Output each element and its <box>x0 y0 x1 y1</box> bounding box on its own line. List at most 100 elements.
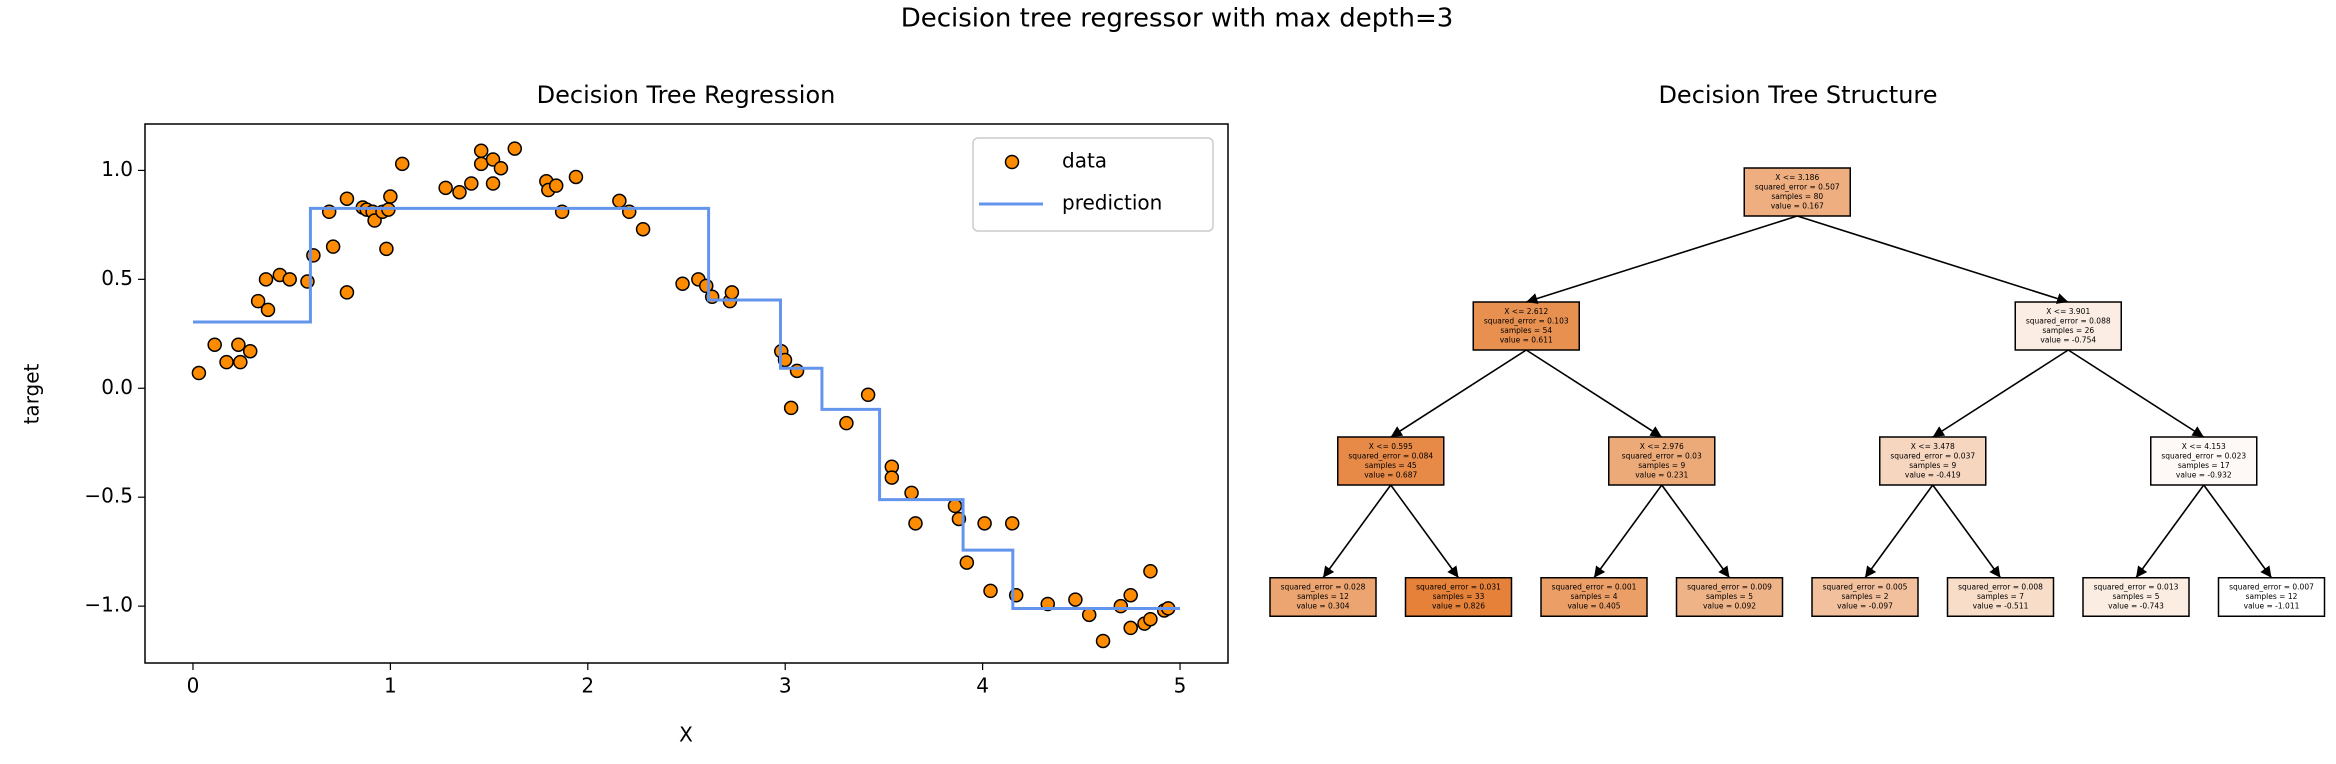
y-tick-label: 0.5 <box>101 266 133 290</box>
node-text: samples = 9 <box>1638 461 1685 470</box>
node-text: value = -0.419 <box>1905 470 1961 479</box>
y-tick-label: 0.0 <box>101 375 133 399</box>
tree-node <box>2150 436 2258 486</box>
tree-title: Decision Tree Structure <box>1658 81 1937 109</box>
tree-edge <box>1390 349 1527 438</box>
x-tick-label: 3 <box>779 674 792 698</box>
tree-node <box>1608 436 1716 486</box>
node-text: samples = 2 <box>1842 592 1889 601</box>
data-point <box>860 387 876 403</box>
node-text: squared_error = 0.037 <box>1890 451 1975 460</box>
chart-title: Decision Tree Regression <box>537 81 836 109</box>
node-text: squared_error = 0.103 <box>1484 316 1569 325</box>
data-point <box>306 248 321 263</box>
data-point <box>325 239 341 254</box>
tree-node <box>1472 301 1580 351</box>
y-axis-label: target <box>20 363 44 424</box>
node-text: samples = 45 <box>1365 461 1417 470</box>
node-text: samples = 17 <box>2178 461 2230 470</box>
data-point <box>1143 611 1158 627</box>
node-text: squared_error = 0.088 <box>2026 316 2111 325</box>
data-point <box>983 583 998 599</box>
node-text: samples = 26 <box>2042 326 2094 335</box>
x-tick-label: 0 <box>187 674 200 698</box>
data-point <box>783 400 799 416</box>
node-text: squared_error = 0.008 <box>1958 583 2043 592</box>
data-point <box>635 221 651 237</box>
node-text: squared_error = 0.001 <box>1552 583 1637 592</box>
data-point <box>207 337 222 352</box>
tree-edge <box>1661 484 1731 579</box>
data-point <box>379 241 394 257</box>
node-text: value = -0.097 <box>1837 602 1893 611</box>
tree-edge <box>1593 484 1663 579</box>
data-point <box>977 516 992 531</box>
node-text: samples = 5 <box>1706 592 1753 601</box>
data-point <box>884 470 900 485</box>
node-text: samples = 12 <box>1297 592 1349 601</box>
x-axis-label: X <box>679 723 693 747</box>
node-text: squared_error = 0.009 <box>1687 583 1772 592</box>
data-point <box>485 176 501 191</box>
node-text: value = 0.687 <box>1364 470 1417 479</box>
node-text: X <= 3.186 <box>1775 173 1819 182</box>
tree-node <box>1879 436 1987 486</box>
data-point <box>282 272 297 287</box>
data-point <box>612 193 627 209</box>
node-text: value = 0.231 <box>1635 470 1688 479</box>
node-text: value = 0.405 <box>1567 602 1620 611</box>
data-point <box>904 485 919 501</box>
data-point <box>473 143 489 159</box>
data-point <box>1081 607 1097 623</box>
node-text: samples = 7 <box>1977 592 2024 601</box>
legend-marker <box>1004 154 1020 170</box>
node-text: value = -0.743 <box>2108 602 2164 611</box>
data-point <box>493 160 509 176</box>
data-point <box>568 169 584 185</box>
node-text: X <= 2.976 <box>1640 442 1684 451</box>
x-tick-label: 1 <box>384 674 397 698</box>
tree-edge <box>1932 484 2002 579</box>
data-point <box>339 285 355 300</box>
node-text: samples = 33 <box>1433 592 1485 601</box>
tree-node <box>1946 577 2055 617</box>
data-point <box>394 156 410 172</box>
data-point <box>789 363 805 379</box>
x-tick-label: 5 <box>1174 674 1187 698</box>
data-point <box>947 498 963 514</box>
node-text: value = -1.011 <box>2244 602 2300 611</box>
node-text: X <= 0.595 <box>1369 442 1413 451</box>
node-text: squared_error = 0.007 <box>2229 583 2314 592</box>
tree-edge <box>1797 215 2069 304</box>
node-text: X <= 3.901 <box>2046 307 2090 316</box>
legend-label: prediction <box>1062 191 1162 215</box>
axes-frame <box>144 123 1229 664</box>
node-text: squared_error = 0.005 <box>1823 583 1908 592</box>
tree-edge <box>1864 484 1934 579</box>
node-text: value = 0.167 <box>1771 201 1824 210</box>
data-point <box>1143 564 1158 579</box>
data-point <box>260 302 276 318</box>
node-text: squared_error = 0.028 <box>1281 583 1366 592</box>
data-point <box>191 365 207 381</box>
data-point <box>1095 633 1111 649</box>
data-point <box>724 285 740 300</box>
node-text: squared_error = 0.031 <box>1416 583 1501 592</box>
node-text: samples = 4 <box>1571 592 1618 601</box>
prediction-line <box>192 206 1181 611</box>
data-point <box>675 276 690 291</box>
legend-label: data <box>1062 149 1107 173</box>
data-point <box>464 176 479 191</box>
node-text: samples = 80 <box>1771 192 1823 201</box>
data-point <box>438 180 453 196</box>
data-point <box>908 516 923 531</box>
node-text: value = 0.092 <box>1703 602 1756 611</box>
tree-edge <box>1932 349 2069 438</box>
tree-node <box>1404 577 1513 617</box>
y-tick-label: 1.0 <box>101 157 133 181</box>
tree-node <box>1337 436 1445 486</box>
data-point <box>1004 516 1020 531</box>
node-text: value = -0.511 <box>1973 602 2029 611</box>
tree-node <box>1675 577 1784 617</box>
